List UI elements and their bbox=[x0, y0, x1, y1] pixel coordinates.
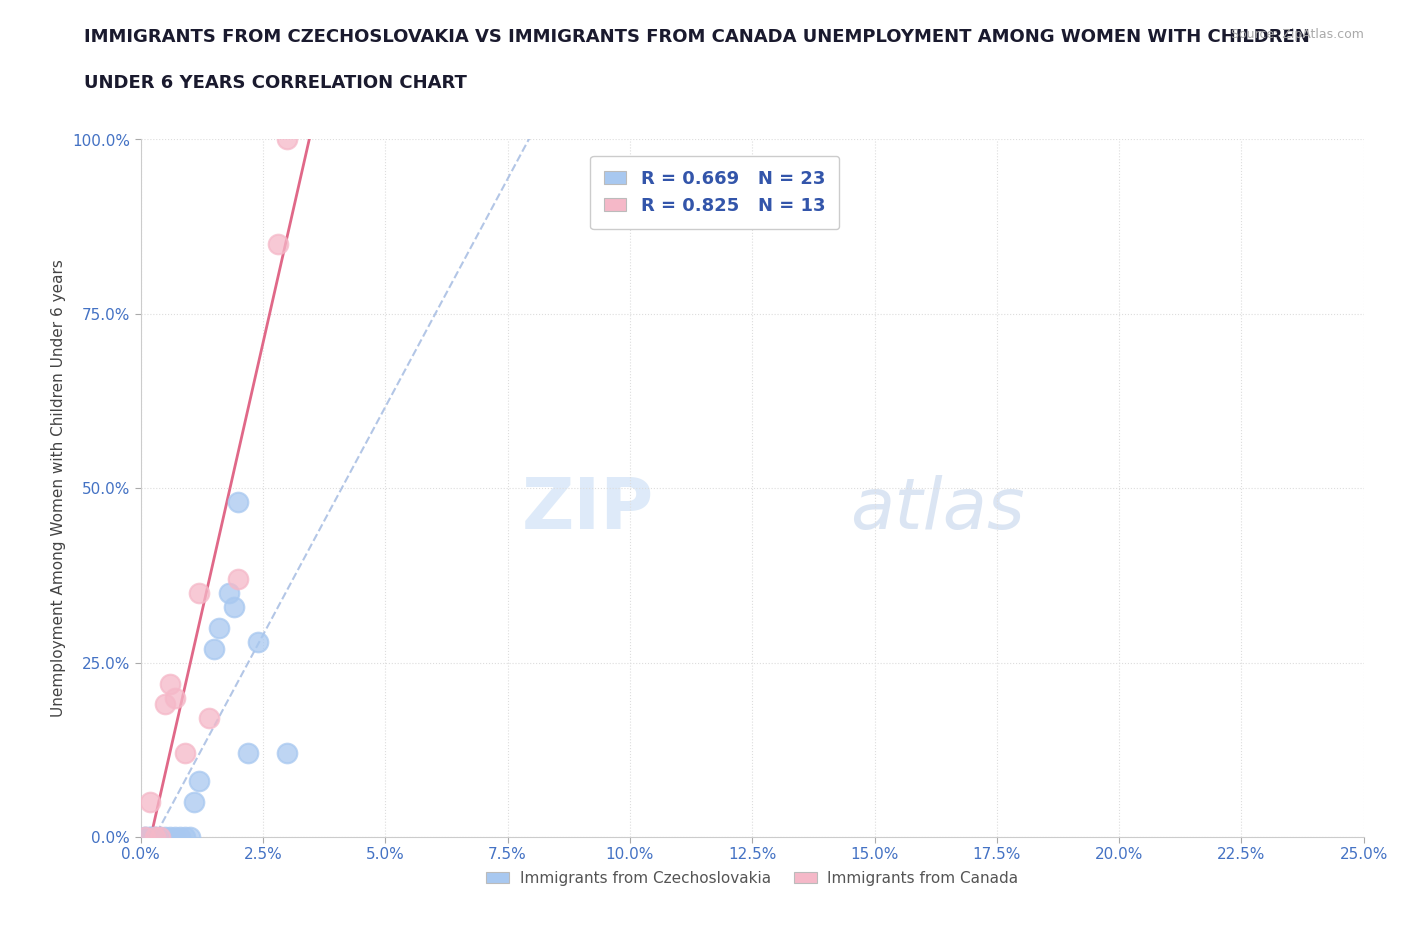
Point bbox=[238, 746, 260, 761]
Point bbox=[149, 830, 172, 844]
Point bbox=[153, 830, 176, 844]
Point bbox=[228, 571, 250, 587]
Point bbox=[188, 774, 211, 789]
Point bbox=[159, 676, 181, 691]
Y-axis label: Unemployment Among Women with Children Under 6 years: Unemployment Among Women with Children U… bbox=[51, 259, 66, 717]
Point bbox=[266, 237, 288, 252]
Text: ZIP: ZIP bbox=[522, 474, 654, 544]
Text: IMMIGRANTS FROM CZECHOSLOVAKIA VS IMMIGRANTS FROM CANADA UNEMPLOYMENT AMONG WOME: IMMIGRANTS FROM CZECHOSLOVAKIA VS IMMIGR… bbox=[84, 28, 1310, 46]
Point bbox=[134, 830, 156, 844]
Point bbox=[139, 794, 162, 809]
Point bbox=[179, 830, 201, 844]
Point bbox=[159, 830, 181, 844]
Point bbox=[276, 746, 298, 761]
Point bbox=[276, 132, 298, 147]
Text: Source: ZipAtlas.com: Source: ZipAtlas.com bbox=[1230, 28, 1364, 41]
Point bbox=[143, 830, 166, 844]
Point bbox=[198, 711, 221, 725]
Text: atlas: atlas bbox=[851, 474, 1025, 544]
Point bbox=[139, 830, 162, 844]
Point bbox=[149, 830, 172, 844]
Point bbox=[247, 634, 270, 649]
Point bbox=[202, 642, 225, 657]
Point bbox=[163, 830, 186, 844]
Point bbox=[153, 698, 176, 712]
Point bbox=[183, 794, 205, 809]
Point bbox=[134, 830, 156, 844]
Point bbox=[134, 830, 156, 844]
Point bbox=[143, 830, 166, 844]
Point bbox=[139, 830, 162, 844]
Point bbox=[169, 830, 191, 844]
Point bbox=[163, 690, 186, 705]
Point bbox=[222, 600, 245, 615]
Point bbox=[188, 586, 211, 601]
Point bbox=[208, 620, 231, 635]
Point bbox=[143, 830, 166, 844]
Text: UNDER 6 YEARS CORRELATION CHART: UNDER 6 YEARS CORRELATION CHART bbox=[84, 74, 467, 92]
Point bbox=[173, 746, 195, 761]
Point bbox=[218, 586, 240, 601]
Point bbox=[173, 830, 195, 844]
Point bbox=[228, 495, 250, 510]
Legend: Immigrants from Czechoslovakia, Immigrants from Canada: Immigrants from Czechoslovakia, Immigran… bbox=[479, 865, 1025, 892]
